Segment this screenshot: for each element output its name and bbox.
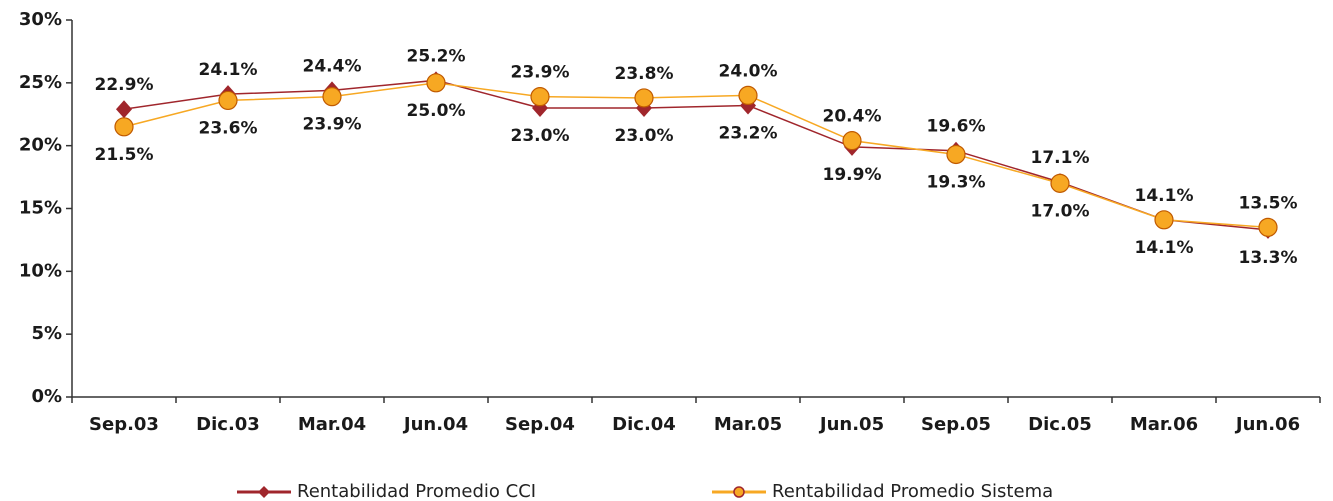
- data-label: 23.6%: [199, 118, 258, 138]
- marker: [842, 131, 862, 151]
- marker: [530, 87, 550, 107]
- data-label: 23.0%: [615, 126, 674, 146]
- data-label: 19.9%: [823, 165, 882, 185]
- data-label: 24.1%: [199, 60, 258, 80]
- data-label: 23.2%: [719, 123, 778, 143]
- y-tick-label: 10%: [19, 260, 62, 281]
- data-label: 17.0%: [1031, 201, 1090, 221]
- legend-label: Rentabilidad Promedio CCI: [297, 481, 536, 501]
- x-tick-label: Jun.06: [1234, 414, 1300, 435]
- data-label: 13.5%: [1239, 193, 1298, 213]
- y-tick-label: 15%: [19, 198, 62, 219]
- marker: [1050, 173, 1070, 193]
- marker: [218, 90, 238, 111]
- x-tick-label: Dic.04: [612, 414, 676, 435]
- marker: [426, 73, 446, 93]
- data-label: 20.4%: [823, 107, 882, 127]
- data-label: 25.0%: [407, 101, 466, 121]
- series-line: [123, 79, 1269, 231]
- data-label: 17.1%: [1031, 148, 1090, 168]
- marker: [738, 85, 758, 106]
- marker: [1258, 217, 1278, 237]
- x-tick-label: Dic.05: [1028, 414, 1092, 435]
- marker: [946, 144, 966, 165]
- y-tick-label: 0%: [31, 386, 62, 407]
- data-label: 21.5%: [95, 145, 154, 165]
- legend-label: Rentabilidad Promedio Sistema: [772, 481, 1053, 501]
- x-tick-label: Sep.03: [89, 414, 159, 435]
- data-label: 13.3%: [1239, 248, 1298, 268]
- data-label: 23.9%: [511, 63, 570, 83]
- data-label: 25.2%: [407, 46, 466, 66]
- x-tick-label: Mar.06: [1130, 414, 1198, 435]
- x-tick-label: Jun.05: [818, 414, 884, 435]
- series-line: [123, 82, 1269, 229]
- legend-marker: [258, 486, 270, 498]
- marker: [322, 87, 342, 107]
- data-label: 23.8%: [615, 64, 674, 84]
- marker: [116, 100, 132, 119]
- x-tick-label: Jun.04: [402, 414, 468, 435]
- x-tick-label: Sep.05: [921, 414, 991, 435]
- data-label: 23.0%: [511, 126, 570, 146]
- legend-marker: [733, 486, 745, 498]
- y-tick-label: 30%: [19, 9, 62, 30]
- x-tick-label: Sep.04: [505, 414, 575, 435]
- data-label: 14.1%: [1135, 238, 1194, 258]
- data-label: 24.4%: [303, 56, 362, 76]
- x-tick-label: Mar.05: [714, 414, 782, 435]
- data-label: 19.6%: [927, 117, 986, 137]
- marker: [1154, 210, 1174, 230]
- data-label: 19.3%: [927, 172, 986, 192]
- data-label: 24.0%: [719, 61, 778, 81]
- marker: [634, 88, 654, 108]
- x-tick-label: Dic.03: [196, 414, 260, 435]
- data-label: 14.1%: [1135, 186, 1194, 206]
- marker: [114, 117, 134, 137]
- y-tick-label: 25%: [19, 72, 62, 93]
- y-tick-label: 5%: [31, 323, 62, 344]
- x-tick-label: Mar.04: [298, 414, 366, 435]
- data-label: 22.9%: [95, 75, 154, 95]
- data-label: 23.9%: [303, 115, 362, 135]
- y-tick-label: 20%: [19, 135, 62, 156]
